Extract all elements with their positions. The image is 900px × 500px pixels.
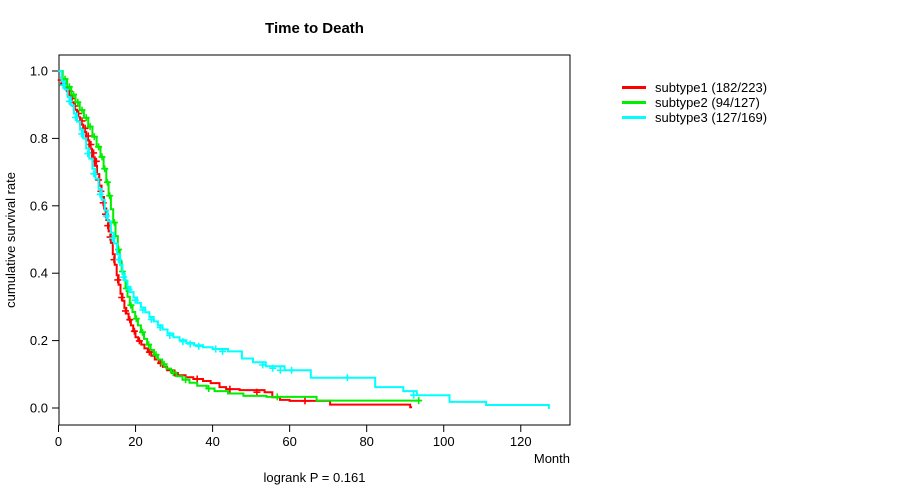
y-axis-tick-label: 0.2 — [30, 333, 48, 348]
x-axis-label: Month — [533, 451, 570, 466]
km-curve-subtype3 — [58, 70, 550, 409]
km-curve-subtype1 — [58, 70, 413, 409]
censor-mark-subtype2 — [182, 376, 190, 384]
x-axis-tick-label: 60 — [282, 434, 296, 449]
legend-label-subtype3: subtype3 (127/169) — [655, 110, 768, 125]
censor-mark-subtype3 — [269, 364, 277, 372]
x-axis-tick-label: 40 — [205, 434, 219, 449]
censor-mark-subtype1 — [114, 276, 122, 284]
censor-mark-subtype3 — [72, 114, 79, 121]
censor-mark-subtype3 — [186, 340, 194, 348]
x-axis-tick-label: 120 — [510, 434, 532, 449]
legend-line-swatch-subtype2 — [622, 101, 646, 104]
censor-mark-subtype1 — [193, 375, 201, 383]
censor-mark-subtype3 — [78, 130, 86, 138]
x-axis-tick-label: 100 — [433, 434, 455, 449]
censor-mark-subtype1 — [135, 337, 143, 345]
censor-mark-subtype1 — [126, 316, 134, 324]
censor-mark-subtype2 — [132, 315, 140, 323]
censor-mark-subtype2 — [65, 83, 73, 91]
x-axis-tick-label: 80 — [359, 434, 373, 449]
censor-mark-subtype2 — [145, 341, 153, 349]
censor-mark-subtype3 — [139, 306, 147, 314]
legend-item-subtype3: subtype3 (127/169) — [622, 110, 767, 125]
censor-mark-subtype2 — [169, 369, 177, 377]
censor-mark-subtype1 — [226, 385, 234, 393]
censor-mark-subtype3 — [120, 273, 128, 281]
legend: subtype1 (182/223) subtype2 (94/127) sub… — [622, 80, 767, 125]
censor-mark-subtype3 — [212, 345, 220, 353]
censor-mark-subtype1 — [301, 397, 309, 405]
y-axis-tick-label: 1.0 — [30, 64, 48, 79]
censor-mark-subtype3 — [219, 347, 227, 355]
censor-mark-subtype3 — [108, 234, 116, 242]
censor-mark-subtype2 — [74, 98, 82, 106]
censor-mark-subtype3 — [84, 150, 92, 158]
censor-mark-subtype3 — [125, 285, 133, 293]
censor-mark-subtype3 — [343, 374, 351, 382]
censor-mark-subtype3 — [96, 190, 104, 198]
logrank-annotation: logrank P = 0.161 — [263, 470, 366, 485]
legend-label-subtype1: subtype1 (182/223) — [655, 80, 768, 95]
censor-mark-subtype2 — [95, 143, 103, 151]
x-axis-tick-label: 20 — [128, 434, 142, 449]
censor-mark-subtype2 — [82, 114, 90, 122]
censor-mark-subtype2 — [152, 351, 160, 359]
censor-mark-subtype2 — [78, 106, 86, 114]
y-axis-tick-label: 0.8 — [30, 131, 48, 146]
censor-mark-subtype2 — [273, 393, 281, 401]
legend-item-subtype1: subtype1 (182/223) — [622, 80, 767, 95]
x-axis-tick-label: 0 — [55, 434, 62, 449]
censor-mark-subtype2 — [205, 385, 213, 392]
censor-mark-subtype1 — [81, 124, 89, 132]
censor-mark-subtype1 — [118, 294, 126, 301]
censor-mark-subtype1 — [87, 141, 95, 148]
censor-mark-subtype1 — [253, 388, 261, 396]
censor-mark-subtype2 — [110, 219, 118, 227]
censor-mark-subtype3 — [166, 332, 174, 339]
censor-mark-subtype3 — [102, 212, 110, 220]
plot-box — [58, 54, 571, 426]
censor-mark-subtype3 — [276, 366, 284, 374]
censor-mark-subtype2 — [90, 133, 98, 141]
censor-mark-subtype3 — [115, 256, 123, 264]
y-axis-tick-label: 0.6 — [30, 198, 48, 213]
censor-mark-subtype3 — [410, 391, 418, 399]
censor-mark-subtype2 — [101, 165, 109, 173]
censor-mark-subtype3 — [90, 170, 98, 178]
censor-mark-subtype2 — [415, 397, 423, 405]
censor-mark-subtype1 — [92, 157, 100, 165]
censor-mark-subtype2 — [127, 301, 135, 309]
chart-title: Time to Death — [265, 20, 364, 37]
censor-mark-subtype2 — [70, 91, 77, 99]
censor-mark-subtype3 — [195, 342, 203, 350]
censor-mark-subtype2 — [106, 192, 114, 200]
y-axis-tick-label: 0.4 — [30, 266, 48, 281]
censor-mark-subtype3 — [65, 97, 73, 105]
censor-mark-subtype3 — [259, 361, 267, 369]
legend-line-swatch-subtype1 — [622, 86, 646, 89]
censor-mark-subtype3 — [156, 324, 164, 331]
censor-mark-subtype2 — [86, 123, 94, 131]
censor-mark-subtype3 — [131, 296, 139, 304]
censor-mark-subtype2 — [160, 360, 168, 368]
censor-mark-subtype3 — [59, 81, 67, 89]
censor-mark-subtype3 — [179, 338, 187, 346]
legend-label-subtype2: subtype2 (94/127) — [655, 95, 760, 110]
censor-mark-subtype1 — [145, 348, 153, 356]
censor-mark-subtype2 — [139, 328, 146, 336]
y-axis-tick-label: 0.0 — [30, 401, 48, 416]
legend-line-swatch-subtype3 — [622, 116, 646, 119]
censor-mark-subtype1 — [122, 307, 129, 315]
censor-mark-subtype2 — [103, 178, 111, 186]
legend-item-subtype2: subtype2 (94/127) — [622, 95, 767, 110]
censor-mark-subtype1 — [130, 327, 138, 335]
censor-mark-subtype1 — [84, 132, 92, 140]
censor-mark-subtype2 — [98, 153, 106, 161]
km-curve-subtype2 — [58, 70, 421, 402]
censor-mark-subtype3 — [288, 366, 296, 374]
censor-mark-subtype3 — [147, 315, 155, 323]
